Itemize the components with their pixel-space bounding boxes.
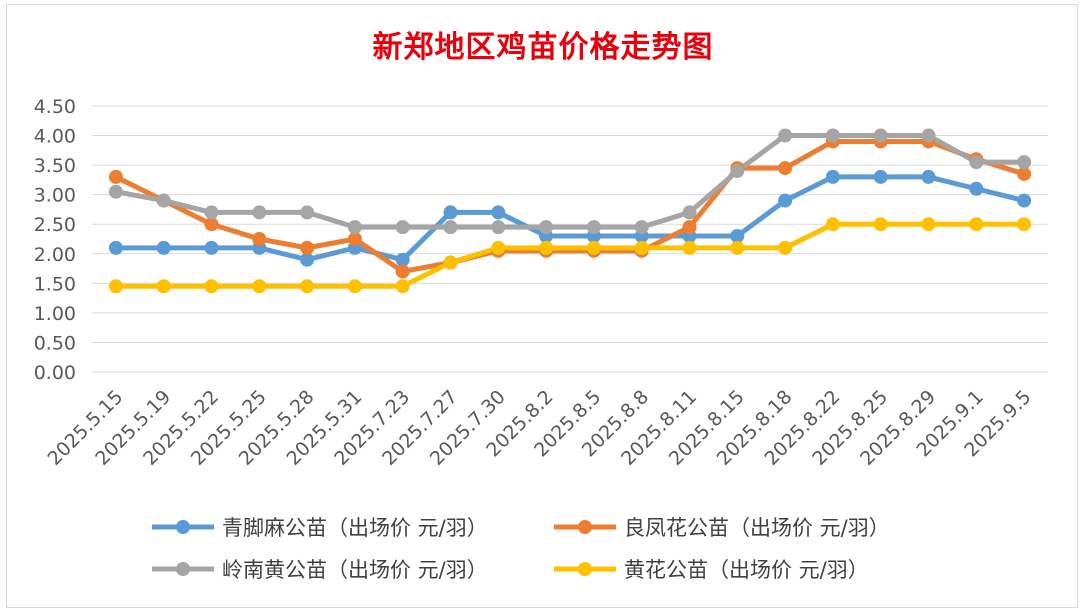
data-point	[347, 220, 362, 235]
data-point	[634, 240, 649, 255]
data-point	[443, 255, 458, 270]
data-point	[300, 252, 315, 267]
data-point	[1017, 155, 1032, 170]
legend-swatch-icon	[152, 562, 214, 576]
y-tick-label: 3.00	[34, 185, 76, 207]
data-point	[491, 220, 506, 235]
data-point	[252, 205, 267, 220]
data-point	[539, 240, 554, 255]
data-point	[347, 279, 362, 294]
data-point	[395, 220, 410, 235]
data-point	[108, 279, 123, 294]
data-point	[969, 181, 984, 196]
series-line-3	[113, 133, 1027, 230]
data-point	[873, 217, 888, 232]
legend-item-series-3: 岭南黄公苗（出场价 元/羽）	[150, 554, 488, 584]
data-point	[586, 240, 601, 255]
data-point	[778, 161, 793, 176]
series-line-2	[113, 138, 1027, 275]
data-point	[108, 184, 123, 199]
data-point	[682, 205, 697, 220]
data-point	[156, 279, 171, 294]
series-lines	[113, 133, 1027, 289]
legend-item-series-1: 青脚麻公苗（出场价 元/羽）	[150, 512, 488, 542]
data-point	[300, 279, 315, 294]
data-point	[825, 128, 840, 143]
data-point	[300, 205, 315, 220]
legend-item-series-2: 良凤花公苗（出场价 元/羽）	[552, 512, 890, 542]
y-tick-label: 4.50	[34, 96, 76, 118]
legend-label: 良凤花公苗（出场价 元/羽）	[624, 516, 890, 540]
data-point	[682, 240, 697, 255]
data-point	[825, 169, 840, 184]
data-point	[730, 240, 745, 255]
data-point	[873, 169, 888, 184]
y-tick-label: 0.00	[34, 362, 76, 384]
grid-lines	[92, 105, 1048, 373]
data-point	[539, 220, 554, 235]
data-point	[395, 264, 410, 279]
data-point	[825, 217, 840, 232]
data-point	[1017, 193, 1032, 208]
data-point	[108, 169, 123, 184]
data-point	[156, 240, 171, 255]
data-point	[204, 217, 219, 232]
data-point	[921, 217, 936, 232]
chart-title: 新郑地区鸡苗价格走势图	[372, 30, 714, 65]
legend-label: 岭南黄公苗（出场价 元/羽）	[222, 558, 488, 582]
data-point	[682, 220, 697, 235]
data-point	[730, 164, 745, 179]
data-point	[204, 240, 219, 255]
y-tick-label: 1.00	[34, 303, 76, 325]
data-point	[921, 128, 936, 143]
data-point	[443, 205, 458, 220]
y-tick-label: 2.50	[34, 214, 76, 236]
data-point	[347, 232, 362, 246]
data-point	[969, 155, 984, 170]
data-point	[156, 193, 171, 208]
data-point	[778, 240, 793, 255]
legend-item-series-4: 黄花公苗（出场价 元/羽）	[552, 554, 869, 584]
y-tick-label: 0.50	[34, 332, 76, 354]
data-point	[252, 279, 267, 294]
series-points	[108, 128, 1032, 294]
data-point	[586, 220, 601, 235]
data-point	[491, 240, 506, 255]
legend-swatch-icon	[152, 520, 214, 534]
series-line-1	[113, 174, 1027, 263]
legend-swatch-icon	[554, 520, 616, 534]
data-point	[1017, 166, 1032, 181]
data-point	[395, 252, 410, 267]
y-tick-label: 2.00	[34, 244, 76, 266]
data-point	[204, 279, 219, 294]
data-point	[204, 205, 219, 220]
data-point	[300, 240, 315, 255]
y-tick-label: 3.50	[34, 155, 76, 177]
data-point	[873, 128, 888, 143]
data-point	[778, 193, 793, 208]
y-tick-label: 1.50	[34, 273, 76, 295]
data-point	[921, 169, 936, 184]
x-axis-ticks: 2025.5.152025.5.192025.5.222025.5.252025…	[43, 386, 1035, 470]
y-tick-label: 4.00	[34, 126, 76, 148]
legend-swatch-icon	[554, 562, 616, 576]
data-point	[491, 205, 506, 220]
data-point	[969, 217, 984, 232]
data-point	[634, 220, 649, 235]
legend-label: 黄花公苗（出场价 元/羽）	[624, 558, 869, 582]
data-point	[730, 229, 745, 244]
series-line-4	[113, 221, 1027, 289]
legend-label: 青脚麻公苗（出场价 元/羽）	[222, 516, 488, 540]
data-point	[252, 232, 267, 246]
data-point	[1017, 217, 1032, 232]
data-point	[443, 220, 458, 235]
chart-frame	[6, 4, 1078, 608]
y-axis-ticks: 0.00 0.50 1.00 1.50 2.00 2.50 3.00 3.50 4.00 4.50	[34, 96, 76, 384]
data-point	[108, 240, 123, 255]
data-point	[395, 279, 410, 294]
data-point	[778, 128, 793, 143]
